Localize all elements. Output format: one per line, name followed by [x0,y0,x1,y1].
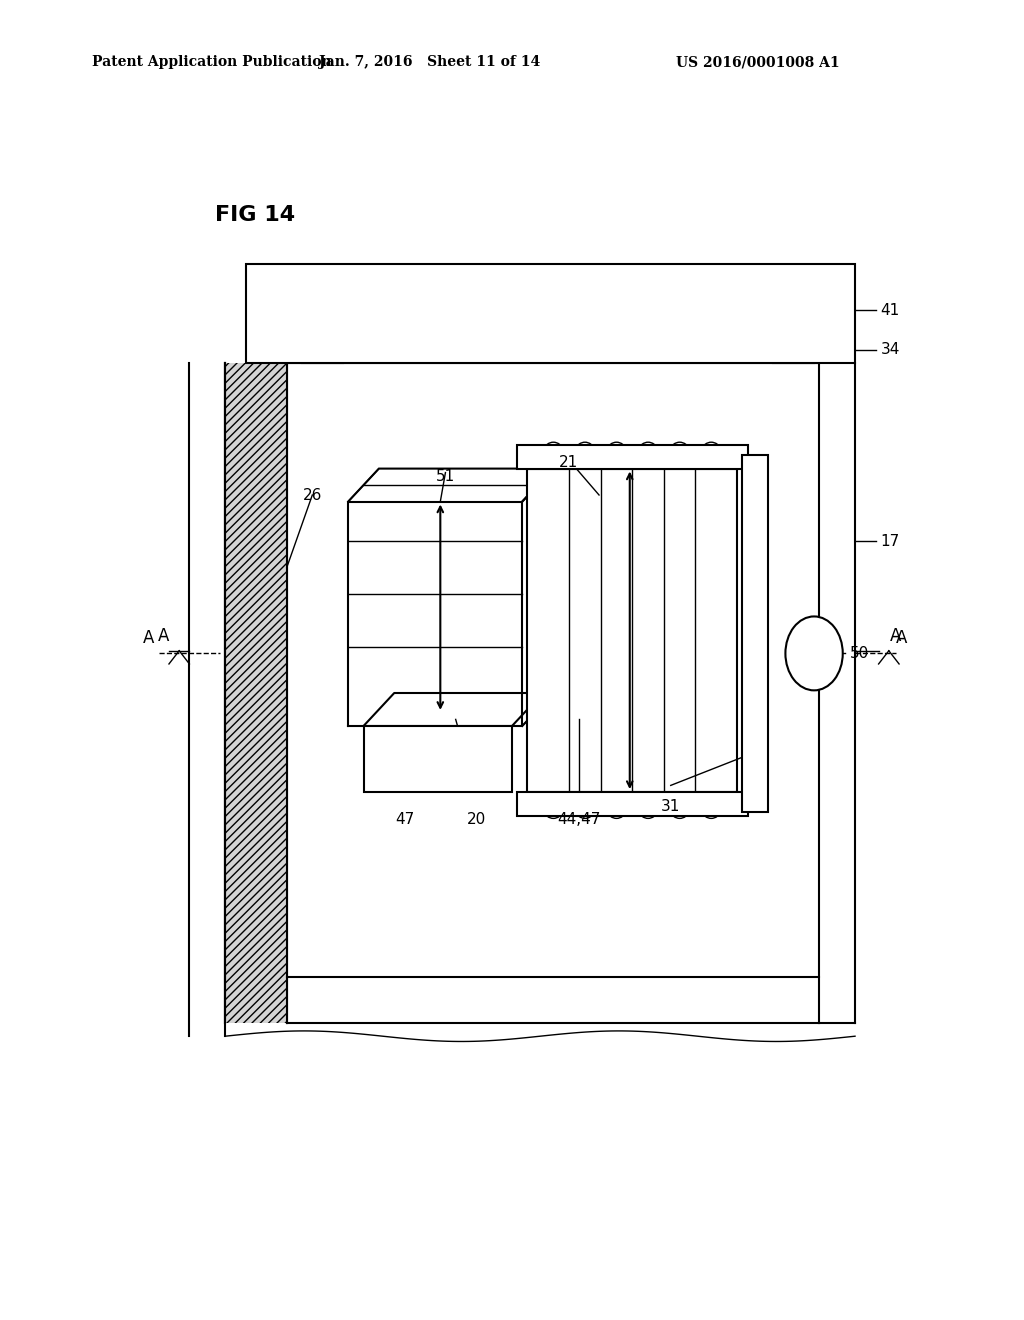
Text: A: A [158,627,170,645]
Bar [742,455,768,812]
Text: 34: 34 [881,342,900,358]
Bar [246,264,855,363]
Text: 31: 31 [662,799,680,813]
Text: 50: 50 [850,645,869,661]
Text: A: A [895,628,907,647]
Text: US 2016/0001008 A1: US 2016/0001008 A1 [676,55,840,70]
Text: 17: 17 [881,533,900,549]
Text: A: A [890,627,902,645]
Circle shape [785,616,843,690]
Bar [517,792,748,816]
Text: Patent Application Publication: Patent Application Publication [92,55,332,70]
Text: 47: 47 [395,812,414,826]
Bar [517,445,748,469]
Text: 20: 20 [467,812,485,826]
Text: 26: 26 [303,488,322,503]
Bar [364,726,512,792]
Text: A: A [142,628,155,647]
Text: FIG 14: FIG 14 [215,205,295,224]
Text: Jan. 7, 2016   Sheet 11 of 14: Jan. 7, 2016 Sheet 11 of 14 [319,55,541,70]
Text: 51: 51 [436,469,455,483]
Bar [527,469,737,792]
Text: 41: 41 [881,302,900,318]
Bar [225,363,287,1023]
Text: 44,47: 44,47 [557,812,600,826]
Text: 21: 21 [559,455,578,470]
